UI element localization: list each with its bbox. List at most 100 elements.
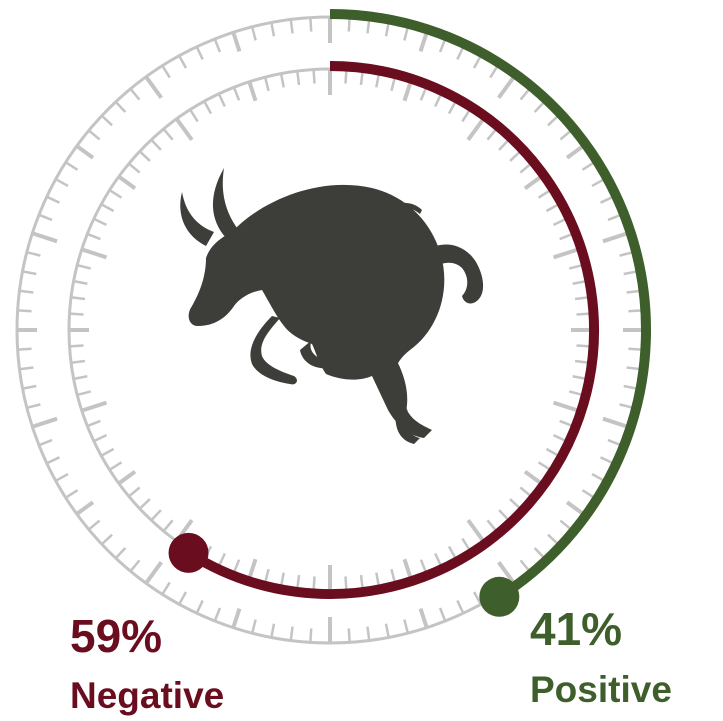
- dial-tick: [114, 547, 127, 560]
- dial-tick: [138, 150, 151, 162]
- dial-tick: [497, 561, 516, 585]
- dial-tick: [46, 195, 60, 204]
- dial-tick: [366, 19, 371, 34]
- dial-tick: [559, 519, 572, 531]
- dial-tick: [572, 375, 587, 381]
- dial-tick: [73, 375, 88, 381]
- dial-tick: [559, 419, 574, 428]
- dial-tick: [472, 591, 482, 605]
- dial-tick: [247, 81, 258, 102]
- dial-tick: [217, 552, 226, 567]
- dial-tick: [519, 486, 532, 498]
- dial-tick: [138, 498, 151, 510]
- dial-tick: [519, 162, 532, 174]
- dial-tick: [489, 65, 499, 79]
- dial-tick: [537, 461, 552, 471]
- dial-tick: [88, 129, 101, 141]
- dial-tick: [581, 489, 595, 499]
- dial-tick: [162, 128, 174, 141]
- dial-tick: [519, 559, 531, 572]
- dial-tick: [591, 178, 605, 188]
- dial-tick: [144, 561, 163, 585]
- dial-tick: [384, 623, 390, 638]
- dial-tick: [619, 250, 634, 257]
- dial-tick: [81, 400, 108, 413]
- dial-tick: [366, 626, 371, 641]
- dial-tick: [117, 174, 137, 190]
- dial-tick: [161, 65, 171, 79]
- dial-tick: [73, 279, 88, 285]
- dial-tick: [19, 366, 34, 371]
- dial-tick: [26, 250, 41, 257]
- dial-tick: [390, 568, 397, 584]
- dial-tick: [178, 591, 188, 605]
- dial-tick: [309, 628, 313, 643]
- dial-tick: [19, 289, 34, 294]
- dial-tick: [619, 403, 634, 410]
- series-marks: [168, 9, 651, 617]
- dial-tick: [69, 344, 84, 348]
- dial-tick: [461, 537, 471, 552]
- dial-tick: [552, 400, 579, 413]
- dial-tick: [419, 86, 428, 101]
- dial-tick: [93, 217, 108, 226]
- dial-tick: [498, 138, 510, 151]
- dial-tick: [76, 390, 92, 397]
- dial-tick: [466, 117, 486, 142]
- dial-tick: [523, 174, 543, 190]
- dial-tick: [547, 114, 560, 127]
- dial-tick: [623, 384, 638, 390]
- value-label: 41%: [530, 603, 622, 655]
- dial-tick: [509, 498, 522, 510]
- dial-tick: [418, 31, 429, 52]
- dial-tick: [628, 347, 643, 351]
- dial-tick: [545, 447, 560, 457]
- dial-tick: [86, 232, 101, 241]
- dial-tick: [344, 69, 348, 84]
- dial-tick: [447, 545, 457, 560]
- dial-tick: [100, 447, 115, 457]
- dial-tick: [108, 189, 123, 199]
- dial-tick: [22, 270, 37, 276]
- dial-tick: [434, 552, 443, 567]
- dial-tick: [270, 22, 276, 37]
- value-label: 59%: [70, 610, 162, 662]
- dial-tick: [607, 213, 622, 222]
- dial-tick: [456, 46, 465, 60]
- dial-tick: [497, 75, 516, 99]
- dial-tick: [108, 461, 123, 471]
- dial-tick: [65, 161, 79, 171]
- dial-tick: [456, 600, 465, 614]
- dial-tick: [537, 189, 552, 199]
- dial-tick: [162, 519, 174, 532]
- dial-tick: [26, 403, 41, 410]
- dial-tick: [472, 55, 482, 69]
- dial-tick: [232, 86, 241, 101]
- dial-tick: [568, 390, 584, 397]
- dial-tick: [572, 279, 587, 285]
- dial-tick: [213, 38, 222, 53]
- dial-tick: [552, 217, 567, 226]
- dial-tick: [46, 456, 60, 465]
- dial-tick: [418, 608, 429, 629]
- dial-tick: [114, 100, 127, 113]
- dial-tick: [591, 472, 605, 482]
- dial-tick: [547, 533, 560, 546]
- dial-tick: [250, 26, 257, 41]
- dial-tick: [70, 359, 86, 364]
- dial-tick: [403, 619, 410, 634]
- dial-tick: [217, 93, 226, 108]
- dial-tick: [296, 70, 301, 86]
- dial-tick: [602, 231, 629, 244]
- dial-tick: [312, 576, 316, 591]
- dial-tick: [195, 600, 204, 614]
- dial-tick: [347, 17, 351, 32]
- dial-tick: [129, 88, 141, 101]
- dial-tick: [38, 438, 53, 447]
- dial-tick: [70, 296, 86, 301]
- arc-end-dot: [168, 532, 209, 573]
- dial-tick: [232, 559, 241, 574]
- dial-tick: [174, 117, 194, 142]
- dial-tick: [150, 509, 162, 522]
